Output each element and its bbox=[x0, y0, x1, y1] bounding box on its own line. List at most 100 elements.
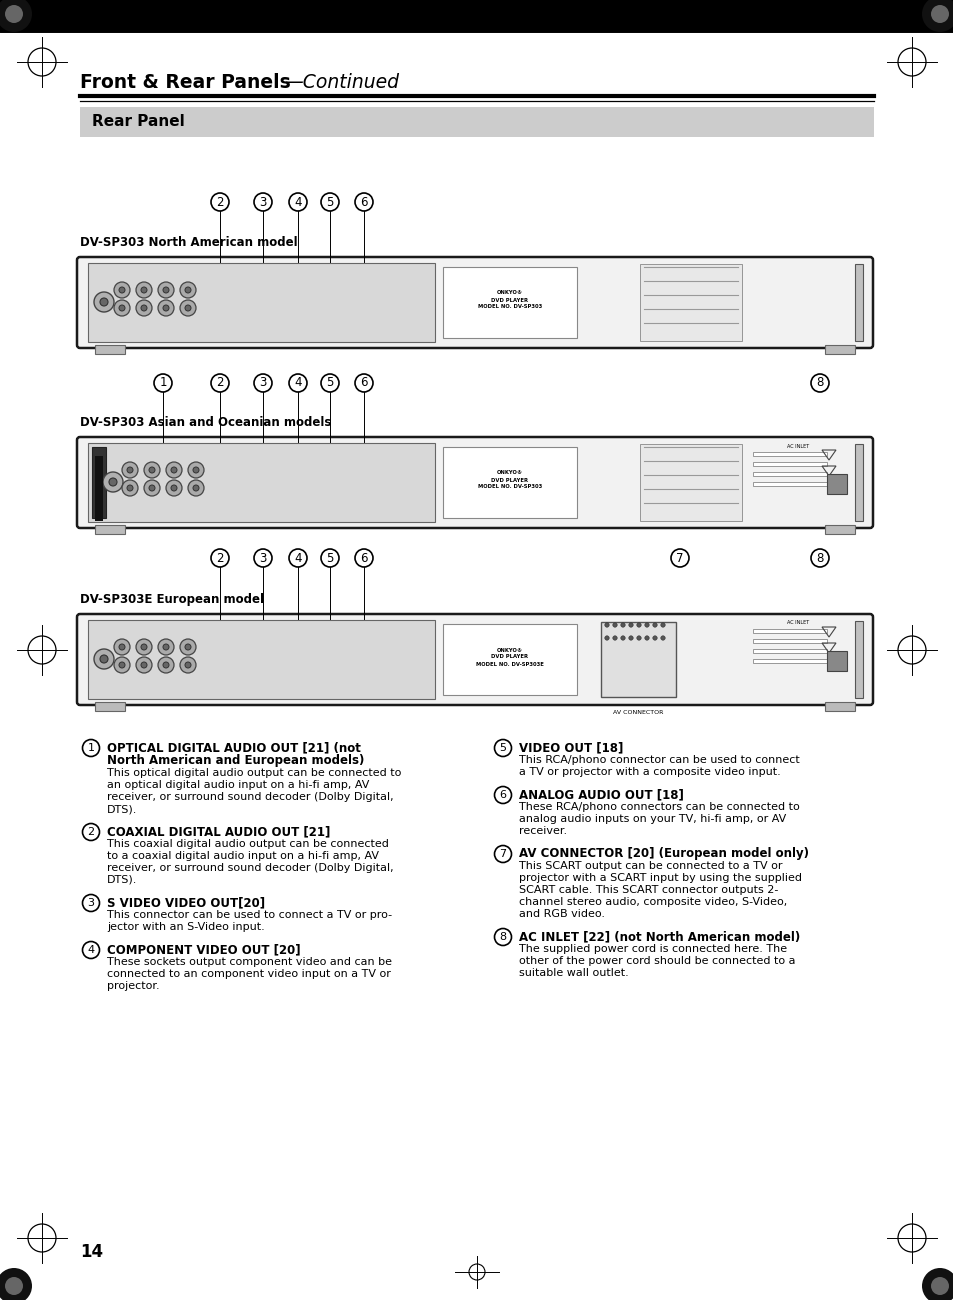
FancyBboxPatch shape bbox=[77, 437, 872, 528]
Text: 4: 4 bbox=[294, 195, 301, 208]
Circle shape bbox=[253, 192, 272, 211]
Text: jector with an S-Video input.: jector with an S-Video input. bbox=[107, 922, 265, 932]
Circle shape bbox=[921, 0, 953, 32]
Bar bbox=[95, 344, 125, 354]
Text: ONKYO®
DVD PLAYER
MODEL NO. DV-SP303E: ONKYO® DVD PLAYER MODEL NO. DV-SP303E bbox=[476, 647, 543, 667]
Circle shape bbox=[5, 5, 23, 23]
Circle shape bbox=[158, 656, 173, 673]
Text: 2: 2 bbox=[216, 377, 224, 390]
Circle shape bbox=[652, 636, 657, 640]
Circle shape bbox=[94, 649, 113, 670]
Bar bbox=[95, 525, 125, 534]
Circle shape bbox=[100, 298, 108, 305]
FancyBboxPatch shape bbox=[77, 614, 872, 705]
Text: VIDEO OUT [18]: VIDEO OUT [18] bbox=[518, 741, 622, 754]
Circle shape bbox=[0, 0, 32, 32]
Circle shape bbox=[136, 300, 152, 316]
Circle shape bbox=[494, 928, 511, 945]
Text: Front & Rear Panels: Front & Rear Panels bbox=[80, 73, 291, 91]
Circle shape bbox=[82, 740, 99, 757]
Text: ANALOG AUDIO OUT [18]: ANALOG AUDIO OUT [18] bbox=[518, 788, 683, 801]
Bar bbox=[95, 456, 103, 521]
Text: an optical digital audio input on a hi-fi amp, AV: an optical digital audio input on a hi-f… bbox=[107, 780, 369, 790]
Circle shape bbox=[355, 549, 373, 567]
Circle shape bbox=[136, 282, 152, 298]
Circle shape bbox=[188, 480, 204, 497]
Text: channel stereo audio, composite video, S-Video,: channel stereo audio, composite video, S… bbox=[518, 897, 786, 907]
Text: North American and European models): North American and European models) bbox=[107, 754, 364, 767]
Circle shape bbox=[628, 623, 633, 627]
Circle shape bbox=[193, 467, 199, 473]
Circle shape bbox=[211, 549, 229, 567]
Circle shape bbox=[180, 640, 195, 655]
Circle shape bbox=[253, 549, 272, 567]
Bar bbox=[442, 266, 577, 338]
Circle shape bbox=[644, 636, 649, 640]
Circle shape bbox=[810, 374, 828, 393]
Circle shape bbox=[0, 1268, 32, 1300]
Circle shape bbox=[628, 636, 633, 640]
Circle shape bbox=[163, 287, 169, 292]
Text: 1: 1 bbox=[88, 744, 94, 753]
Circle shape bbox=[136, 640, 152, 655]
Circle shape bbox=[185, 662, 191, 668]
Circle shape bbox=[158, 282, 173, 298]
Circle shape bbox=[620, 623, 624, 627]
Circle shape bbox=[637, 623, 640, 627]
Circle shape bbox=[5, 1277, 23, 1295]
Bar bbox=[364, 445, 394, 452]
Bar bbox=[752, 482, 826, 486]
Text: DTS).: DTS). bbox=[107, 803, 137, 814]
Text: OPTICAL DIGITAL AUDIO OUT [21] (not: OPTICAL DIGITAL AUDIO OUT [21] (not bbox=[107, 741, 360, 754]
Circle shape bbox=[320, 549, 338, 567]
Circle shape bbox=[494, 740, 511, 757]
Circle shape bbox=[670, 549, 688, 567]
Text: 6: 6 bbox=[360, 195, 367, 208]
Circle shape bbox=[185, 306, 191, 311]
Circle shape bbox=[122, 462, 138, 478]
Circle shape bbox=[144, 462, 160, 478]
Circle shape bbox=[652, 623, 657, 627]
Circle shape bbox=[141, 644, 147, 650]
Text: SCART cable. This SCART connector outputs 2-: SCART cable. This SCART connector output… bbox=[518, 885, 778, 894]
Text: 6: 6 bbox=[360, 551, 367, 564]
Circle shape bbox=[494, 786, 511, 803]
Circle shape bbox=[188, 462, 204, 478]
Bar bbox=[88, 443, 435, 523]
Circle shape bbox=[122, 480, 138, 497]
Circle shape bbox=[127, 485, 132, 491]
Text: This connector can be used to connect a TV or pro-: This connector can be used to connect a … bbox=[107, 910, 392, 920]
Text: This SCART output can be connected to a TV or: This SCART output can be connected to a … bbox=[518, 861, 781, 871]
Circle shape bbox=[141, 306, 147, 311]
Circle shape bbox=[185, 644, 191, 650]
Text: DTS).: DTS). bbox=[107, 875, 137, 885]
Bar bbox=[442, 624, 577, 696]
Circle shape bbox=[612, 636, 617, 640]
Circle shape bbox=[320, 192, 338, 211]
Text: AV CONNECTOR [20] (European model only): AV CONNECTOR [20] (European model only) bbox=[518, 848, 808, 861]
Text: This optical digital audio output can be connected to: This optical digital audio output can be… bbox=[107, 768, 401, 777]
Text: 14: 14 bbox=[80, 1243, 103, 1261]
Circle shape bbox=[100, 655, 108, 663]
Bar bbox=[752, 649, 826, 653]
Bar bbox=[752, 472, 826, 476]
Circle shape bbox=[355, 374, 373, 393]
Text: connected to an component video input on a TV or: connected to an component video input on… bbox=[107, 968, 391, 979]
Circle shape bbox=[141, 662, 147, 668]
Text: 7: 7 bbox=[676, 551, 683, 564]
Circle shape bbox=[119, 306, 125, 311]
Text: DV-SP303 Asian and Oceanian models: DV-SP303 Asian and Oceanian models bbox=[80, 416, 331, 429]
FancyBboxPatch shape bbox=[77, 257, 872, 348]
Circle shape bbox=[180, 656, 195, 673]
Text: other of the power cord should be connected to a: other of the power cord should be connec… bbox=[518, 956, 795, 966]
Text: These RCA/phono connectors can be connected to: These RCA/phono connectors can be connec… bbox=[518, 802, 799, 812]
Circle shape bbox=[153, 374, 172, 393]
Text: 4: 4 bbox=[88, 945, 94, 956]
Circle shape bbox=[637, 636, 640, 640]
Text: a TV or projector with a composite video input.: a TV or projector with a composite video… bbox=[518, 767, 780, 777]
Text: and RGB video.: and RGB video. bbox=[518, 909, 604, 919]
Circle shape bbox=[94, 292, 113, 312]
Bar bbox=[88, 263, 435, 342]
Bar bbox=[854, 445, 862, 521]
Circle shape bbox=[119, 644, 125, 650]
